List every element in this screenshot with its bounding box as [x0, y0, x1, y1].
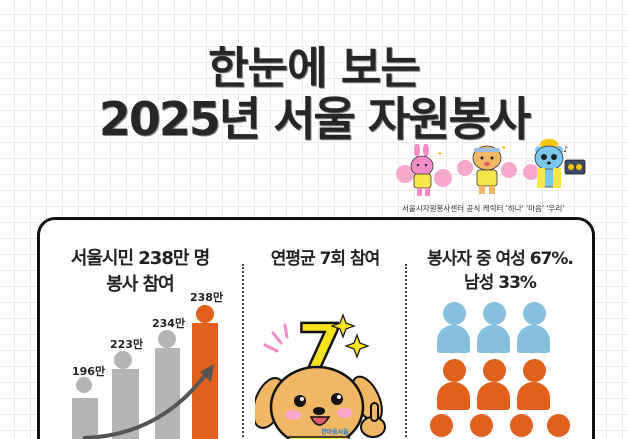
bar-head-icon [196, 305, 214, 323]
bar-label: 234만 [152, 317, 186, 330]
male-person-icon [523, 302, 546, 325]
female-person-icon [437, 382, 470, 410]
dotted-divider-2 [405, 264, 407, 439]
male-person-icon [437, 325, 470, 353]
female-person-icon [443, 359, 466, 382]
svg-text:✦: ✦ [437, 150, 443, 158]
bunny-character-icon: ✦ [396, 144, 452, 196]
female-person-icon [510, 414, 533, 437]
female-person-icon [523, 359, 546, 382]
bar-head-icon [114, 351, 132, 369]
bar-label: 196만 [72, 365, 106, 378]
bar-head-icon [76, 377, 92, 393]
bar-label: 238만 [190, 291, 224, 304]
female-person-icon [430, 414, 453, 437]
bar-196 [72, 398, 98, 439]
dotted-divider-1 [242, 264, 244, 439]
bear-character-icon: ♪ [523, 139, 586, 188]
participants-title-line1: 서울시민 238만 명 [70, 248, 210, 269]
gender-title-line2: 남성 33% [464, 273, 537, 293]
male-person-icon [517, 325, 550, 353]
puppy-character-icon: ✦ [457, 144, 517, 194]
puppy-seven-illustration-icon: 7 [255, 309, 386, 439]
vest-logo: 한마음서울 [321, 429, 349, 436]
frequency-title: 연평균 7회 참여 [270, 249, 381, 269]
gender-title-line1: 봉사자 중 여성 67%. [427, 249, 574, 269]
female-person-icon [483, 359, 506, 382]
page-title-line1: 한눈에 보는 [208, 43, 421, 94]
male-person-icon [483, 302, 506, 325]
bar-label: 223만 [110, 338, 144, 351]
character-illustrations: ✦ ✦ ♪ [395, 138, 590, 200]
bar-234 [155, 348, 180, 439]
bar-238 [192, 323, 218, 439]
male-person-icon [477, 325, 510, 353]
svg-text:✦: ✦ [501, 144, 507, 152]
trend-arrow-icon [83, 364, 214, 439]
female-person-icon [547, 414, 570, 437]
page-title-line2: 2025년 서울 자원봉사 [98, 92, 531, 146]
svg-text:♪: ♪ [563, 145, 568, 154]
participants-title-line2: 봉사 참여 [106, 274, 175, 295]
bar-head-icon [158, 330, 176, 348]
character-caption: 서울시자원봉사센터 공식 캐릭터 '하나' '마음' '우리' [402, 204, 565, 213]
male-person-icon [443, 302, 466, 325]
female-person-icon [470, 414, 493, 437]
female-person-icon [517, 382, 550, 410]
female-person-icon [477, 382, 510, 410]
